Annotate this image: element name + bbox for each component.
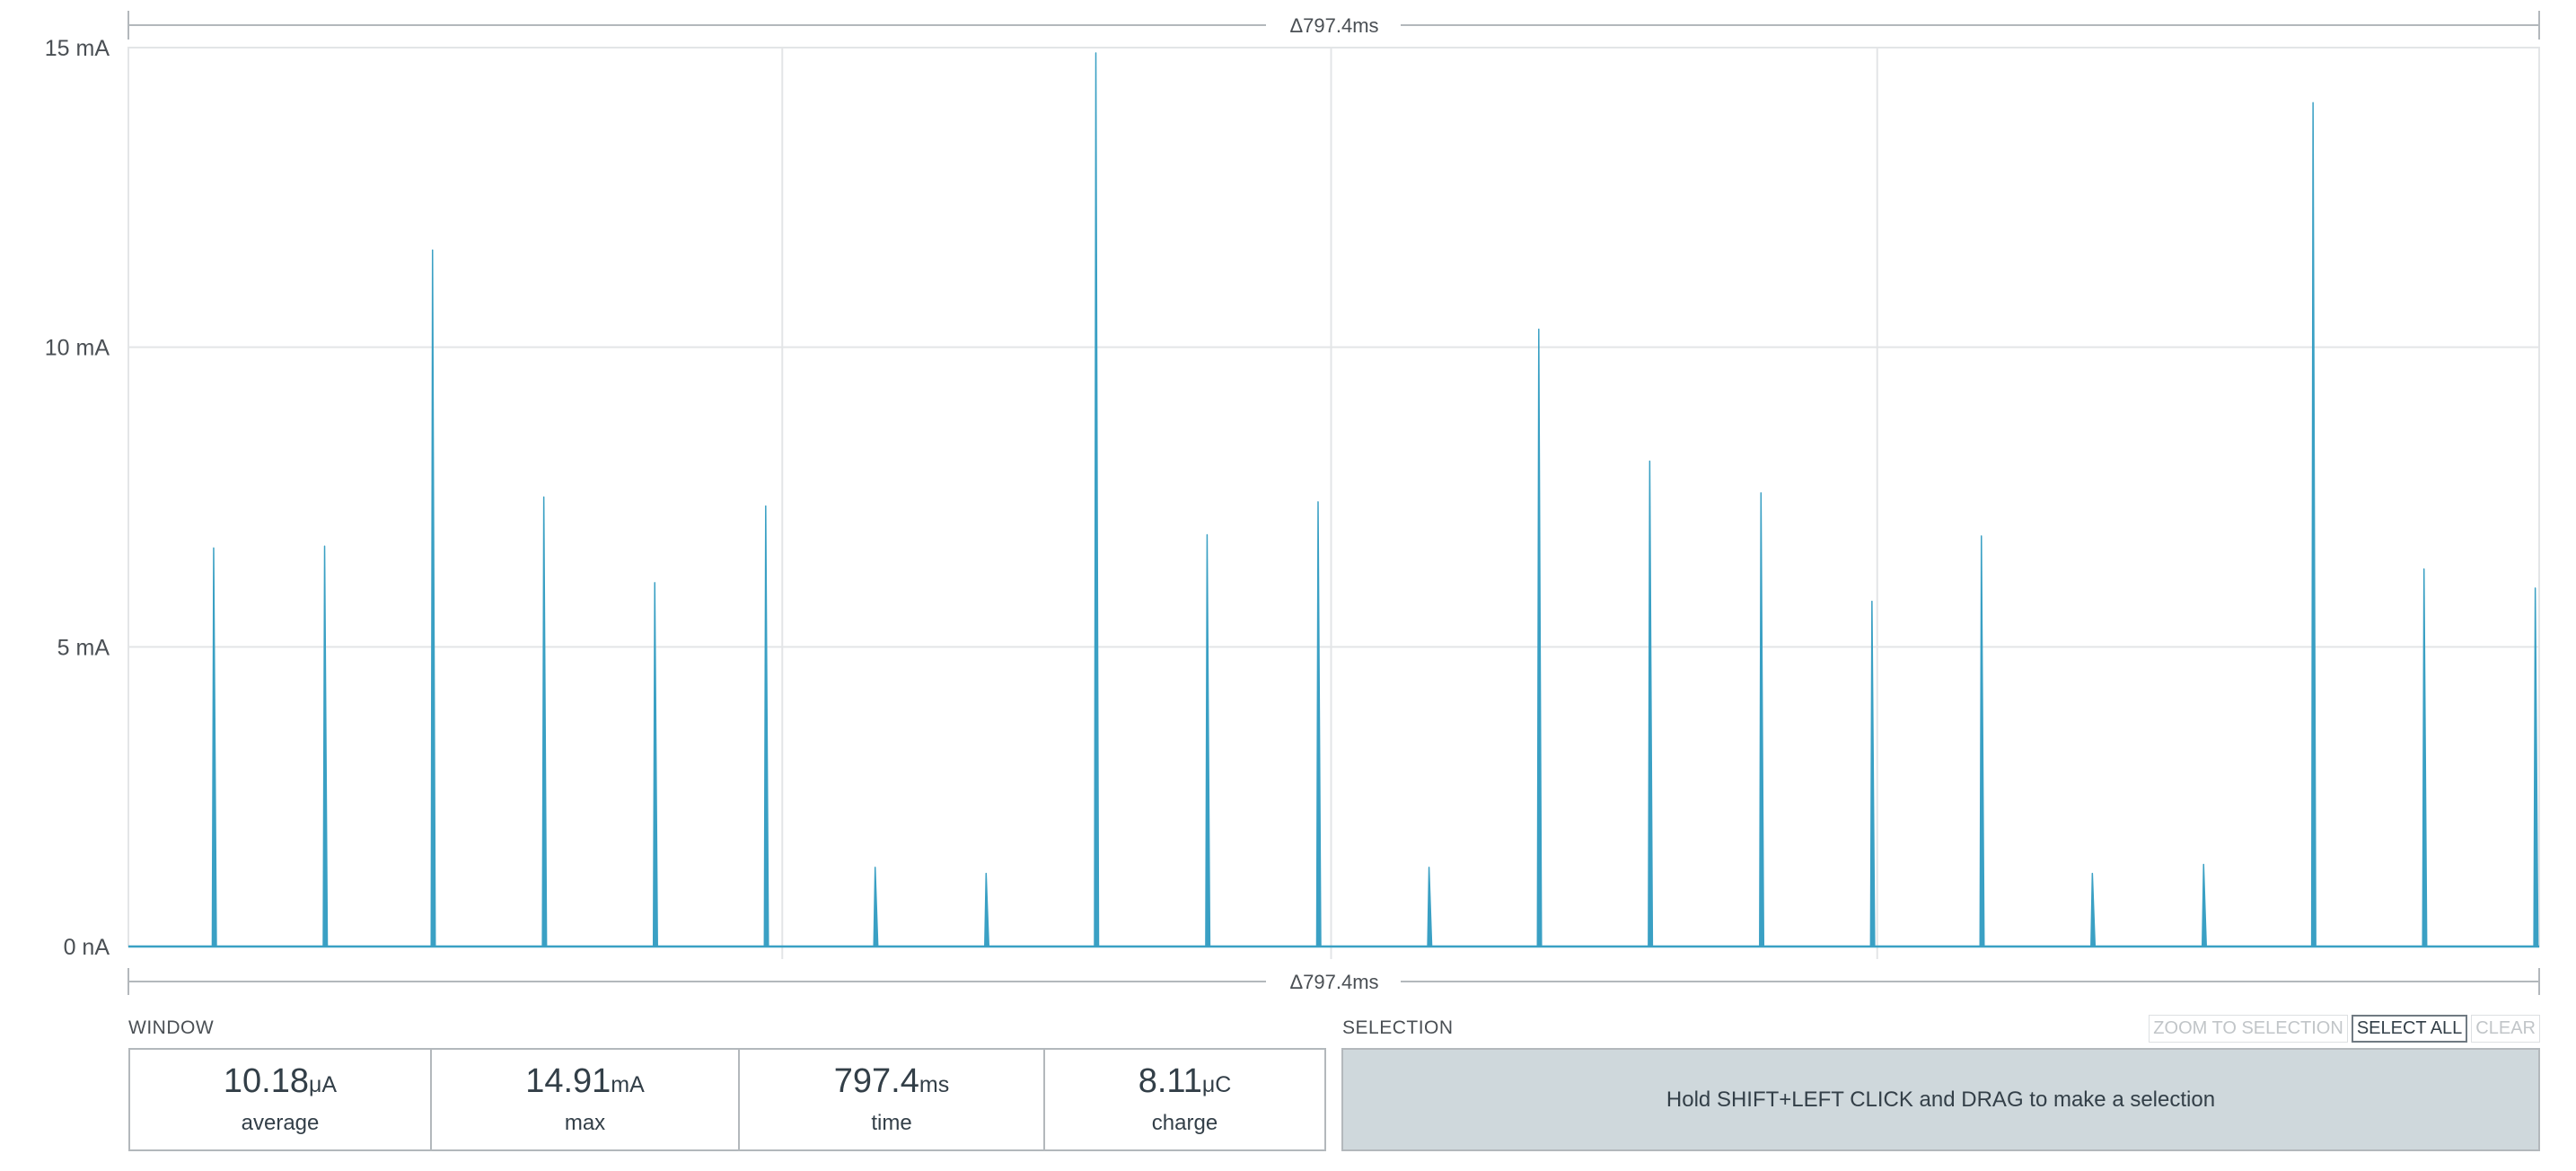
selection-hint: Hold SHIFT+LEFT CLICK and DRAG to make a… bbox=[1666, 1087, 2216, 1112]
stat-time-unit: ms bbox=[919, 1071, 950, 1097]
current-spike bbox=[652, 582, 658, 947]
current-spike bbox=[873, 867, 879, 947]
current-trace bbox=[128, 52, 2539, 948]
stat-charge-unit: μC bbox=[1201, 1071, 1232, 1097]
stat-max: 14.91mA max bbox=[432, 1050, 740, 1149]
current-spike bbox=[1315, 501, 1322, 947]
stat-max-value: 14.91 bbox=[525, 1061, 611, 1100]
current-spike bbox=[2533, 587, 2539, 947]
stat-max-unit: mA bbox=[611, 1071, 645, 1097]
current-spike bbox=[1648, 460, 1654, 947]
current-spike bbox=[2090, 872, 2097, 947]
clear-button[interactable]: CLEAR bbox=[2471, 1015, 2540, 1043]
stat-max-label: max bbox=[564, 1110, 606, 1135]
selection-label: SELECTION bbox=[1342, 1017, 1454, 1038]
delta-bottom-label: Δ797.4ms bbox=[1289, 971, 1378, 993]
current-spike bbox=[541, 496, 548, 947]
current-spike bbox=[1536, 328, 1543, 947]
stat-average: 10.18μA average bbox=[130, 1050, 432, 1149]
stat-time: 797.4ms time bbox=[740, 1050, 1045, 1149]
y-tick-label: 0 nA bbox=[64, 935, 110, 960]
current-spike bbox=[1205, 533, 1211, 947]
current-spike bbox=[1094, 52, 1100, 947]
stat-charge-label: charge bbox=[1151, 1110, 1218, 1135]
stat-charge: 8.11μC charge bbox=[1045, 1050, 1324, 1149]
stat-time-value: 797.4 bbox=[833, 1061, 919, 1100]
y-tick-label: 5 mA bbox=[57, 635, 110, 660]
y-tick-label: 10 mA bbox=[45, 336, 110, 361]
window-stats: 10.18μA average 14.91mA max 797.4ms time… bbox=[128, 1048, 1326, 1151]
selection-actions: ZOOM TO SELECTION SELECT ALL CLEAR bbox=[2149, 1015, 2540, 1043]
current-spike bbox=[1427, 867, 1433, 947]
current-spike bbox=[1759, 492, 1765, 947]
delta-bottom-marker: Δ797.4ms bbox=[127, 968, 2540, 995]
zoom-to-selection-button[interactable]: ZOOM TO SELECTION bbox=[2149, 1015, 2348, 1043]
stat-average-label: average bbox=[241, 1110, 320, 1135]
stat-average-unit: μA bbox=[309, 1071, 338, 1097]
current-spike bbox=[2422, 568, 2428, 947]
current-spike bbox=[763, 505, 769, 947]
stat-time-label: time bbox=[871, 1110, 912, 1135]
y-tick-label: 15 mA bbox=[45, 36, 110, 61]
selection-area[interactable]: Hold SHIFT+LEFT CLICK and DRAG to make a… bbox=[1341, 1048, 2540, 1151]
window-label: WINDOW bbox=[128, 1017, 215, 1038]
stat-average-value: 10.18 bbox=[223, 1061, 309, 1100]
y-axis: 0 nA 5 mA 10 mA 15 mA bbox=[45, 36, 110, 960]
current-spike bbox=[2310, 101, 2317, 947]
plot-frame bbox=[127, 47, 2540, 947]
chart-grid bbox=[127, 47, 2540, 959]
stat-charge-value: 8.11 bbox=[1138, 1061, 1202, 1100]
current-spike bbox=[322, 545, 329, 947]
current-spike bbox=[2201, 863, 2207, 947]
current-spike bbox=[984, 872, 990, 947]
delta-top-marker: Δ797.4ms bbox=[127, 11, 2540, 40]
current-spike bbox=[211, 547, 217, 947]
current-chart[interactable]: 0 nA 5 mA 10 mA 15 mA Δ797.4ms Δ797.4ms bbox=[0, 0, 2576, 1006]
current-spike bbox=[430, 249, 436, 947]
select-all-button[interactable]: SELECT ALL bbox=[2351, 1015, 2468, 1043]
delta-top-label: Δ797.4ms bbox=[1289, 14, 1378, 37]
current-spike bbox=[1869, 600, 1876, 947]
current-spike bbox=[1979, 535, 1985, 947]
